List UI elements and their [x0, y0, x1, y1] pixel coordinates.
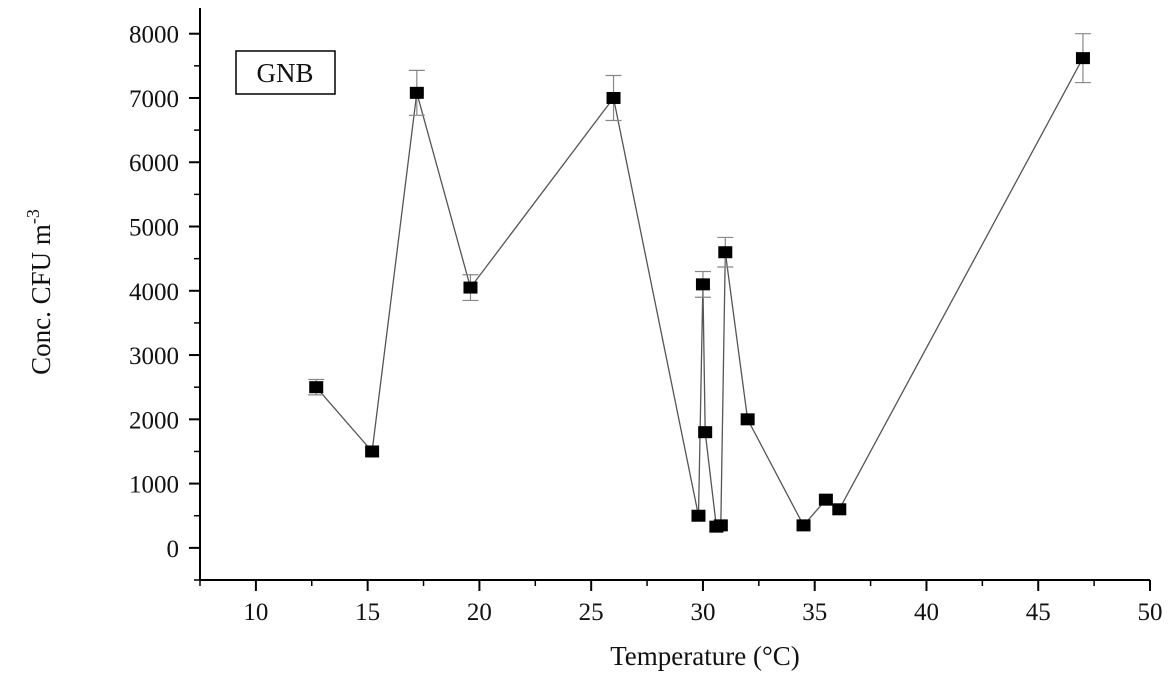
series-line — [315, 57, 1084, 528]
data-point — [740, 413, 755, 426]
x-axis-label: Temperature (°C) — [610, 641, 800, 671]
data-point — [409, 86, 424, 99]
x-tick-label: 20 — [467, 599, 492, 626]
y-tick-label: 7000 — [129, 86, 179, 113]
legend-box: GNB — [235, 50, 336, 95]
data-series — [308, 33, 1091, 533]
data-point — [365, 445, 380, 458]
data-point — [796, 519, 811, 532]
x-tick-label: 15 — [355, 599, 380, 626]
data-point — [713, 519, 728, 532]
x-tick-label: 10 — [243, 599, 268, 626]
y-tick-label: 2000 — [129, 407, 179, 434]
data-point — [1075, 52, 1090, 65]
legend-label: GNB — [256, 58, 313, 88]
y-axis-label-base: Conc. CFU m — [26, 224, 56, 375]
data-point — [818, 493, 833, 506]
x-tick-label: 25 — [579, 599, 604, 626]
y-tick-label: 3000 — [129, 343, 179, 370]
data-point — [691, 509, 706, 522]
x-tick-label: 50 — [1138, 599, 1163, 626]
data-point — [832, 503, 847, 516]
y-tick-label: 8000 — [129, 22, 179, 49]
data-point — [698, 426, 713, 439]
x-tick-label: 40 — [914, 599, 939, 626]
y-axis-label: Conc. CFU m-3 — [23, 209, 56, 375]
x-tick-label: 35 — [802, 599, 827, 626]
data-point — [606, 91, 621, 104]
y-tick-label: 6000 — [129, 150, 179, 177]
y-axis-label-superscript: -3 — [23, 209, 43, 224]
y-tick-label: 4000 — [129, 279, 179, 306]
axes — [199, 8, 1150, 581]
data-point — [718, 246, 733, 259]
ticks: 10 15 20 25 30 35 40 45 50 0 1000 2000 3000 4000 5000 6… — [129, 22, 1163, 626]
x-tick-label: 30 — [690, 599, 715, 626]
data-point — [695, 278, 710, 291]
data-point — [463, 281, 478, 294]
y-tick-label: 0 — [167, 536, 180, 563]
legend-frame — [235, 50, 336, 95]
y-tick-label: 5000 — [129, 215, 179, 242]
x-tick-label: 45 — [1026, 599, 1051, 626]
data-point — [309, 381, 324, 394]
y-tick-label: 1000 — [129, 472, 179, 499]
